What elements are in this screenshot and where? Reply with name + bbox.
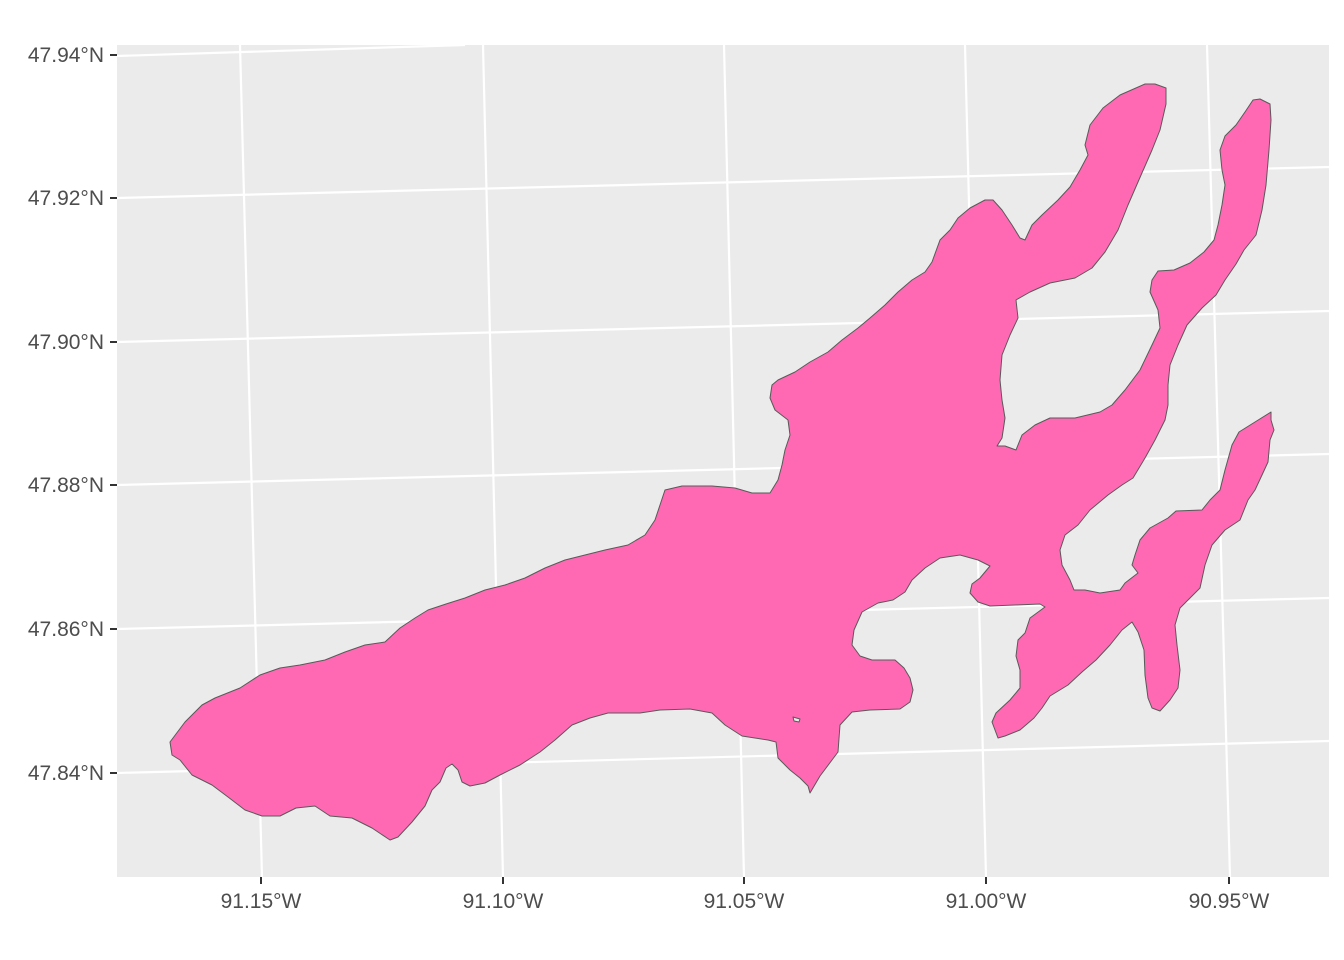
lake-shape — [169, 83, 1275, 841]
x-tick-label: 91.00°W — [946, 890, 1027, 913]
x-tick-label: 91.05°W — [704, 890, 785, 913]
meridian-line-90-95w — [1205, 44, 1232, 878]
y-tick-label: 47.92°N — [28, 187, 104, 210]
x-axis-labels: 91.15°W 91.10°W 91.05°W 91.00°W 90.95°W — [221, 890, 1270, 913]
x-tick-label: 91.15°W — [221, 890, 302, 913]
parallel-line-47-94n — [116, 43, 466, 58]
y-tick-label: 47.90°N — [28, 331, 104, 354]
y-axis-labels: 47.94°N 47.92°N 47.90°N 47.88°N 47.86°N … — [28, 44, 104, 785]
axes — [110, 54, 1230, 884]
x-tick-label: 90.95°W — [1189, 890, 1270, 913]
y-tick-label: 47.86°N — [28, 618, 104, 641]
y-tick-label: 47.88°N — [28, 474, 104, 497]
meridian-line-91-05w — [722, 44, 746, 878]
y-tick-label: 47.84°N — [28, 762, 104, 785]
lake-polygon — [169, 83, 1275, 841]
small-island — [792, 716, 801, 723]
y-tick-label: 47.94°N — [28, 44, 104, 67]
x-tick-label: 91.10°W — [463, 890, 544, 913]
parallel-line-47-90n — [116, 309, 1330, 344]
